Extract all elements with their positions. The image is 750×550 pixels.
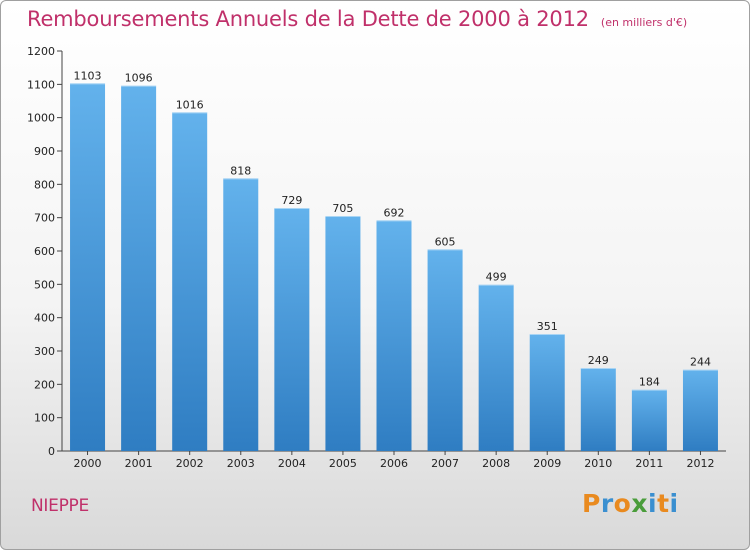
x-tick-label-2004: 2004 (278, 457, 306, 470)
data-label-2002: 1016 (176, 98, 204, 111)
x-tick-label-2006: 2006 (380, 457, 408, 470)
y-tick-label: 1200 (27, 45, 55, 58)
x-tick-label-2003: 2003 (227, 457, 255, 470)
x-tick-label-2001: 2001 (125, 457, 153, 470)
y-tick-label: 1000 (27, 112, 55, 125)
x-tick-label-2012: 2012 (686, 457, 714, 470)
logo-letter: r (600, 489, 614, 518)
data-label-2001: 1096 (125, 72, 153, 85)
y-tick-label: 900 (34, 145, 55, 158)
bar-2011 (631, 389, 667, 451)
y-tick-label: 600 (34, 245, 55, 258)
data-label-2004: 729 (281, 194, 302, 207)
bar-2006 (376, 220, 412, 451)
chart-title-text: Remboursements Annuels de la Dette de 20… (27, 7, 589, 31)
bar-2010 (580, 368, 616, 451)
data-label-2008: 499 (486, 271, 507, 284)
chart-subtitle: (en milliers d'€) (600, 16, 688, 29)
bar-2007 (427, 249, 463, 451)
bar-2005 (325, 216, 361, 451)
y-tick-label: 400 (34, 312, 55, 325)
bar-2000 (70, 83, 106, 451)
data-label-2005: 705 (332, 202, 353, 215)
data-label-2006: 692 (384, 206, 405, 219)
y-tick-label: 200 (34, 378, 55, 391)
x-tick-label-2002: 2002 (176, 457, 204, 470)
data-label-2007: 605 (435, 235, 456, 248)
data-label-2000: 1103 (74, 69, 102, 82)
y-tick-label: 800 (34, 178, 55, 191)
y-tick-label: 700 (34, 212, 55, 225)
location-label: NIEPPE (31, 496, 89, 516)
logo-letter: P (582, 489, 601, 518)
x-tick-label-2008: 2008 (482, 457, 510, 470)
data-label-2012: 244 (690, 356, 711, 369)
x-tick-label-2009: 2009 (533, 457, 561, 470)
axes: 0 100 200 300 400 500 600 700 800 900 1000 1100 1200… (27, 45, 726, 470)
x-tick-label-2007: 2007 (431, 457, 459, 470)
bar-2012 (682, 369, 718, 451)
bar-2002 (172, 112, 208, 451)
x-tick-label-2010: 2010 (584, 457, 612, 470)
y-tick-label: 0 (48, 445, 55, 458)
chart-title: Remboursements Annuels de la Dette de 20… (27, 7, 687, 31)
data-label-2009: 351 (537, 320, 558, 333)
logo-letter: i (648, 489, 658, 518)
y-tick-label: 300 (34, 345, 55, 358)
bar-2004 (274, 208, 310, 451)
data-label-2003: 818 (230, 164, 251, 177)
x-tick-label-2005: 2005 (329, 457, 357, 470)
logo-letter: t (657, 489, 670, 518)
logo-letter: i (669, 489, 679, 518)
y-tick-label: 1100 (27, 78, 55, 91)
data-label-2010: 249 (588, 354, 609, 367)
y-tick-label: 100 (34, 412, 55, 425)
proxiti-logo: Proxiti (582, 489, 679, 518)
bar-2009 (529, 334, 565, 451)
y-tick-label: 500 (34, 278, 55, 291)
data-label-2011: 184 (639, 376, 660, 389)
x-tick-label-2011: 2011 (635, 457, 663, 470)
x-tick-label-2000: 2000 (74, 457, 102, 470)
bar-2008 (478, 284, 514, 451)
logo-letter: o (613, 489, 632, 518)
bars: 1103 1096 1016 818 729 705 692 605 499 351 249 184 2… (70, 69, 718, 452)
bar-2001 (121, 85, 157, 452)
bar-2003 (223, 178, 259, 452)
logo-letter: x (631, 489, 648, 518)
